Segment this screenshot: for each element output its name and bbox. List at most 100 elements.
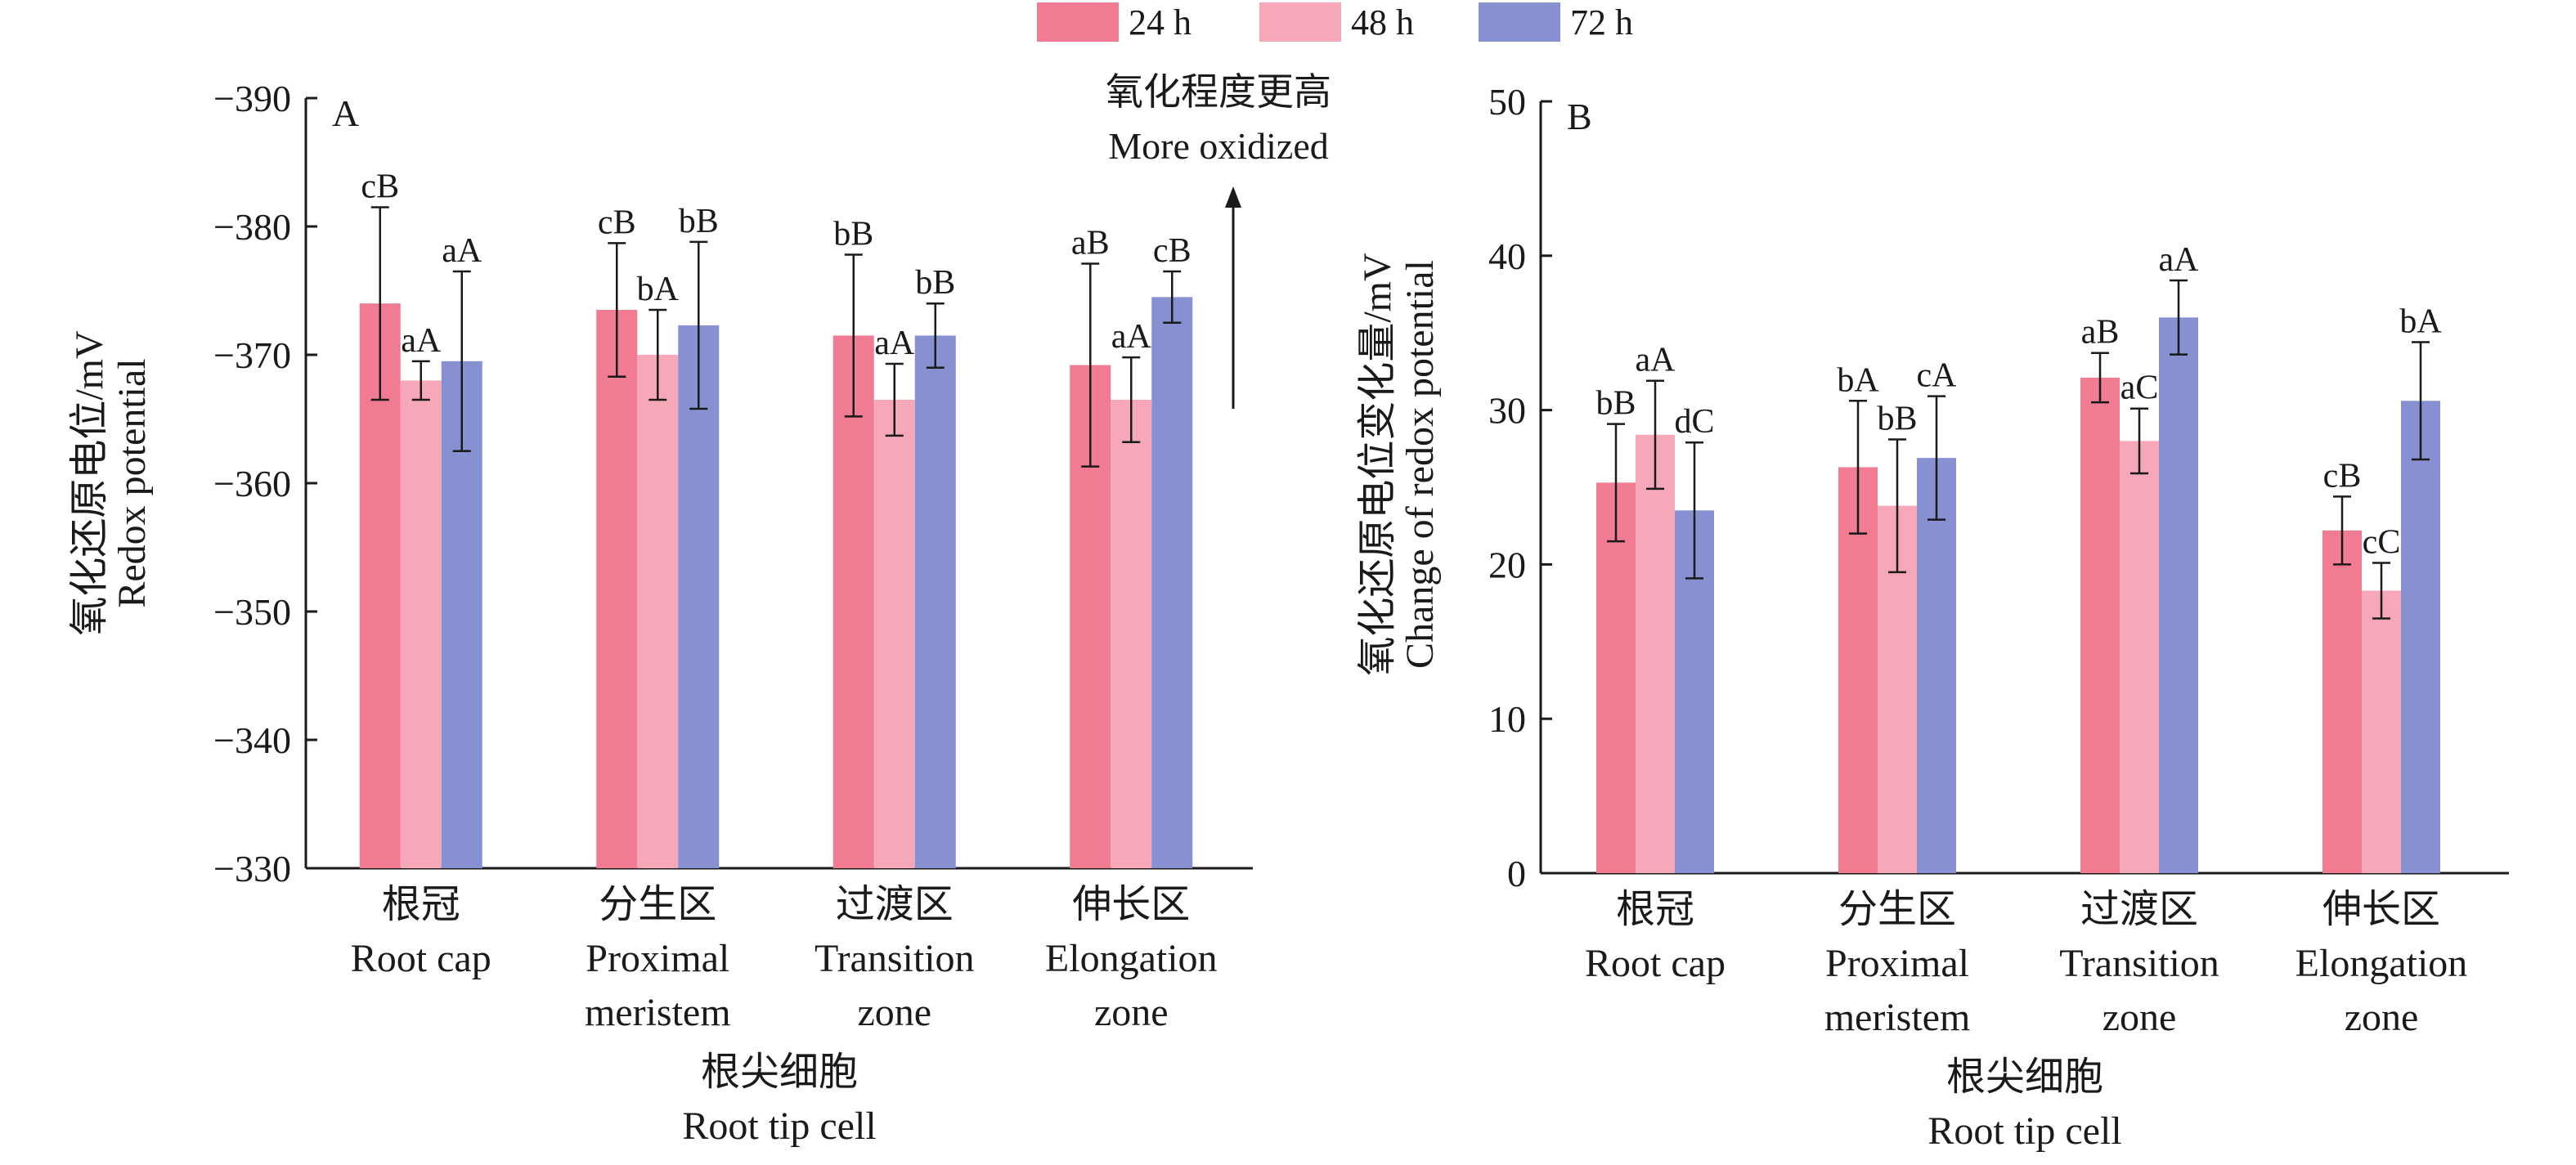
category-label: Root cap xyxy=(351,937,491,980)
legend-label-1: 48 h xyxy=(1351,2,1414,43)
category-label: Transition xyxy=(2059,942,2219,985)
x-axis-title-line: Root tip cell xyxy=(682,1105,876,1148)
significance-label: cB xyxy=(2323,457,2362,495)
category-label: 过渡区 xyxy=(836,883,954,926)
y-tick-label: 50 xyxy=(1488,81,1526,123)
category-label: 伸长区 xyxy=(2322,888,2440,931)
significance-label: aA xyxy=(1111,318,1152,356)
category-label: Proximal xyxy=(1825,942,1969,985)
significance-label: cC xyxy=(2363,524,2401,562)
x-axis-title-line: 根尖细胞 xyxy=(701,1051,858,1094)
category-label: 伸长区 xyxy=(1072,883,1190,926)
y-tick-label: −350 xyxy=(213,591,291,633)
oxidation-arrow-head xyxy=(1225,186,1241,208)
bar xyxy=(2362,590,2401,873)
bar xyxy=(1111,399,1152,868)
legend-swatch-2 xyxy=(1479,2,1560,42)
bar xyxy=(596,310,638,868)
bar xyxy=(1838,467,1878,873)
significance-label: bA xyxy=(637,271,680,308)
y-tick-label: −390 xyxy=(213,78,291,119)
significance-label: cB xyxy=(361,168,399,205)
significance-label: bB xyxy=(833,216,873,253)
y-axis-title-line: 氧化还原电位变化量/mV xyxy=(1356,253,1399,676)
bar xyxy=(637,355,679,868)
y-axis-title-line: 氧化还原电位/mV xyxy=(68,330,111,636)
category-label: 分生区 xyxy=(1838,888,1956,931)
significance-label: aB xyxy=(1071,225,1110,262)
significance-label: aA xyxy=(1636,342,1676,379)
category-label: Root cap xyxy=(1585,942,1726,985)
y-axis-title-line: Change of redox potential xyxy=(1398,260,1442,669)
significance-label: cA xyxy=(1917,357,1958,395)
panel-a-redox-potential: −390 −380 −370 −360 −350 −340 −330 A 氧化还原电位/mV Re… xyxy=(68,71,1331,1148)
significance-label: bB xyxy=(915,264,955,302)
bar xyxy=(873,399,915,868)
y-tick-label: −360 xyxy=(213,463,291,504)
legend: 24 h 48 h 72 h xyxy=(1037,2,1633,43)
y-tick-label: −370 xyxy=(213,334,291,376)
y-tick-label: 10 xyxy=(1488,698,1526,740)
category-label: Elongation xyxy=(1045,937,1218,980)
bar xyxy=(1636,434,1675,873)
category-label: Transition xyxy=(815,937,975,980)
oxidation-annotation-line: More oxidized xyxy=(1108,125,1329,167)
significance-label: cB xyxy=(598,204,636,241)
significance-label: aC xyxy=(2120,370,2159,407)
legend-swatch-1 xyxy=(1259,2,1341,42)
bar xyxy=(2080,377,2120,873)
category-label: meristem xyxy=(1824,996,1971,1039)
y-tick-label: 20 xyxy=(1488,544,1526,585)
y-tick-label: 40 xyxy=(1488,235,1526,277)
category-label: 根冠 xyxy=(1616,888,1694,931)
category-label: meristem xyxy=(585,991,731,1034)
panel-letter: B xyxy=(1567,96,1592,137)
significance-label: cB xyxy=(1153,232,1192,270)
bar xyxy=(2120,441,2159,873)
bar xyxy=(1596,482,1636,873)
category-label: 过渡区 xyxy=(2080,888,2198,931)
significance-label: aB xyxy=(2081,314,2120,352)
category-label: zone xyxy=(1094,991,1169,1034)
y-axis-title-line: Redox potential xyxy=(110,358,154,607)
category-label: Proximal xyxy=(586,937,729,980)
y-tick-label: 30 xyxy=(1488,390,1526,432)
significance-label: bA xyxy=(2399,303,2442,341)
panel-b-change-of-redox-potential: 0 10 20 30 40 50 B 氧化还原电位变化量/mV Change of redox … xyxy=(1356,81,2509,1153)
significance-label: bB xyxy=(1595,385,1636,423)
panel-letter: A xyxy=(332,92,359,134)
x-axis-title-line: 根尖细胞 xyxy=(1946,1055,2103,1099)
bar xyxy=(832,335,874,868)
category-label: 根冠 xyxy=(382,883,460,926)
significance-label: aA xyxy=(401,322,442,360)
bar xyxy=(400,380,442,868)
significance-label: dC xyxy=(1674,403,1714,441)
legend-label-0: 24 h xyxy=(1129,2,1192,43)
legend-swatch-0 xyxy=(1037,2,1119,42)
significance-label: aA xyxy=(442,232,482,270)
y-tick-label: −330 xyxy=(213,848,291,889)
oxidation-annotation-line: 氧化程度更高 xyxy=(1106,71,1331,113)
x-axis-title-line: Root tip cell xyxy=(1928,1109,2121,1153)
legend-label-2: 72 h xyxy=(1570,2,1633,43)
significance-label: bB xyxy=(679,203,719,240)
significance-label: aA xyxy=(874,325,915,362)
bar xyxy=(1917,458,1956,873)
y-tick-label: −380 xyxy=(213,206,291,248)
significance-label: bA xyxy=(1837,361,1879,399)
bar xyxy=(914,335,956,868)
category-label: 分生区 xyxy=(599,883,716,926)
bar xyxy=(2322,530,2362,873)
category-label: Elongation xyxy=(2296,942,2468,985)
y-tick-label: −340 xyxy=(213,719,291,761)
bar xyxy=(2401,401,2440,874)
category-label: zone xyxy=(2103,996,2177,1039)
category-label: zone xyxy=(2345,996,2419,1039)
bar xyxy=(2159,317,2198,873)
bar xyxy=(678,325,720,868)
significance-label: aA xyxy=(2159,241,2200,279)
bar xyxy=(1151,297,1193,869)
category-label: zone xyxy=(857,991,931,1034)
significance-label: bB xyxy=(1877,400,1917,437)
